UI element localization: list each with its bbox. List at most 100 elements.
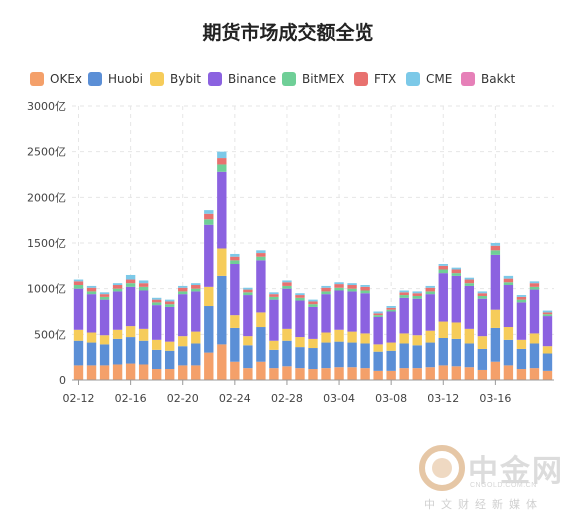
bar-segment-okex[interactable] [138, 364, 149, 380]
bar-segment-binance[interactable] [151, 305, 162, 340]
bar-segment-bybit[interactable] [412, 335, 422, 346]
bar-segment-bitmex[interactable] [112, 288, 123, 292]
bar-segment-okex[interactable] [490, 361, 501, 380]
bar-segment-okex[interactable] [204, 352, 214, 380]
bar-segment-huobi[interactable] [373, 351, 383, 371]
bar-segment-bitmex[interactable] [490, 250, 501, 255]
bar-segment-ftx[interactable] [399, 292, 409, 296]
bar-segment-bitmex[interactable] [386, 309, 396, 312]
bar-segment-ftx[interactable] [386, 307, 396, 310]
bar-segment-bitmex[interactable] [308, 304, 318, 307]
bar-segment-bitmex[interactable] [165, 304, 175, 307]
bar-segment-binance[interactable] [138, 290, 149, 329]
bar-segment-ftx[interactable] [503, 278, 514, 283]
bar-segment-bybit[interactable] [451, 322, 461, 339]
bar-segment-bybit[interactable] [477, 336, 488, 349]
bar-segment-okex[interactable] [112, 364, 123, 380]
legend-item-cme[interactable]: CME [406, 70, 452, 88]
bar-segment-binance[interactable] [347, 291, 357, 332]
bar-segment-bybit[interactable] [191, 331, 201, 344]
bar-segment-binance[interactable] [425, 294, 435, 331]
bar-segment-bybit[interactable] [386, 342, 396, 351]
bar-segment-binance[interactable] [399, 297, 409, 334]
bar-segment-binance[interactable] [269, 299, 279, 341]
bar-segment-huobi[interactable] [503, 339, 514, 366]
bar-segment-huobi[interactable] [230, 327, 240, 362]
bar-segment-binance[interactable] [542, 316, 553, 347]
bar-segment-ftx[interactable] [256, 253, 266, 257]
bar-segment-huobi[interactable] [490, 327, 501, 362]
bar-segment-cme[interactable] [295, 293, 305, 296]
bar-segment-ftx[interactable] [347, 285, 357, 289]
bar-segment-binance[interactable] [438, 273, 448, 322]
bar-segment-ftx[interactable] [334, 284, 344, 288]
bar-segment-ftx[interactable] [217, 158, 227, 165]
bar-segment-okex[interactable] [269, 368, 279, 380]
bar-segment-okex[interactable] [86, 365, 97, 380]
bar-segment-okex[interactable] [529, 368, 540, 380]
bar-segment-okex[interactable] [243, 368, 253, 380]
bar-segment-bitmex[interactable] [86, 291, 97, 295]
bar-segment-okex[interactable] [308, 369, 318, 380]
bar-segment-cme[interactable] [412, 291, 422, 294]
bar-segment-okex[interactable] [503, 365, 514, 380]
bar-segment-bitmex[interactable] [243, 292, 253, 296]
bar-segment-bitmex[interactable] [529, 286, 540, 290]
bar-segment-ftx[interactable] [412, 293, 422, 296]
bar-segment-bybit[interactable] [295, 337, 305, 348]
bar-segment-binance[interactable] [529, 289, 540, 334]
bar-segment-cme[interactable] [451, 267, 461, 270]
bar-segment-huobi[interactable] [151, 349, 162, 370]
bar-segment-huobi[interactable] [125, 337, 136, 364]
bar-segment-cme[interactable] [542, 310, 553, 313]
bar-segment-huobi[interactable] [321, 342, 331, 369]
bar-segment-bybit[interactable] [269, 340, 279, 350]
bar-segment-okex[interactable] [399, 368, 409, 380]
bar-segment-ftx[interactable] [125, 279, 136, 284]
bar-segment-binance[interactable] [503, 285, 514, 328]
legend-item-okex[interactable]: OKEx [30, 70, 82, 88]
legend-item-binance[interactable]: Binance [208, 70, 276, 88]
bar-segment-binance[interactable] [490, 254, 501, 310]
bar-segment-bybit[interactable] [399, 333, 409, 344]
bar-segment-bybit[interactable] [438, 321, 448, 338]
bar-segment-binance[interactable] [217, 171, 227, 249]
bar-segment-bybit[interactable] [373, 344, 383, 352]
bar-segment-cme[interactable] [490, 243, 501, 246]
bar-segment-ftx[interactable] [477, 293, 488, 296]
bar-segment-cme[interactable] [256, 250, 266, 254]
bar-segment-huobi[interactable] [412, 345, 422, 369]
bar-segment-cme[interactable] [425, 285, 435, 288]
bar-segment-cme[interactable] [321, 285, 331, 288]
bar-segment-bitmex[interactable] [256, 256, 266, 261]
legend-item-bybit[interactable]: Bybit [150, 70, 201, 88]
bar-segment-okex[interactable] [334, 367, 344, 380]
bar-segment-cme[interactable] [86, 285, 97, 288]
bar-segment-bybit[interactable] [151, 339, 162, 350]
bar-segment-ftx[interactable] [99, 294, 110, 297]
bar-segment-bybit[interactable] [464, 328, 475, 344]
bar-segment-binance[interactable] [386, 311, 396, 343]
bar-segment-okex[interactable] [99, 365, 110, 380]
bar-segment-bitmex[interactable] [503, 282, 514, 286]
bar-segment-cme[interactable] [308, 299, 318, 302]
bar-segment-binance[interactable] [360, 293, 370, 334]
bar-segment-bybit[interactable] [282, 328, 292, 341]
bar-segment-ftx[interactable] [112, 285, 123, 289]
bar-segment-huobi[interactable] [477, 348, 488, 370]
bar-segment-cme[interactable] [243, 287, 253, 290]
bar-segment-bybit[interactable] [125, 326, 136, 338]
bar-segment-okex[interactable] [73, 365, 84, 380]
bar-segment-okex[interactable] [347, 367, 357, 380]
bar-segment-bybit[interactable] [217, 248, 227, 276]
bar-segment-bitmex[interactable] [269, 296, 279, 300]
bar-segment-huobi[interactable] [217, 275, 227, 345]
bar-segment-bybit[interactable] [86, 332, 97, 343]
bar-segment-bitmex[interactable] [217, 164, 227, 172]
bar-segment-bybit[interactable] [99, 335, 110, 345]
bar-segment-ftx[interactable] [308, 301, 318, 305]
bar-segment-cme[interactable] [269, 292, 279, 295]
bar-segment-bybit[interactable] [73, 329, 84, 341]
bar-segment-okex[interactable] [516, 369, 527, 380]
bar-segment-ftx[interactable] [243, 289, 253, 293]
